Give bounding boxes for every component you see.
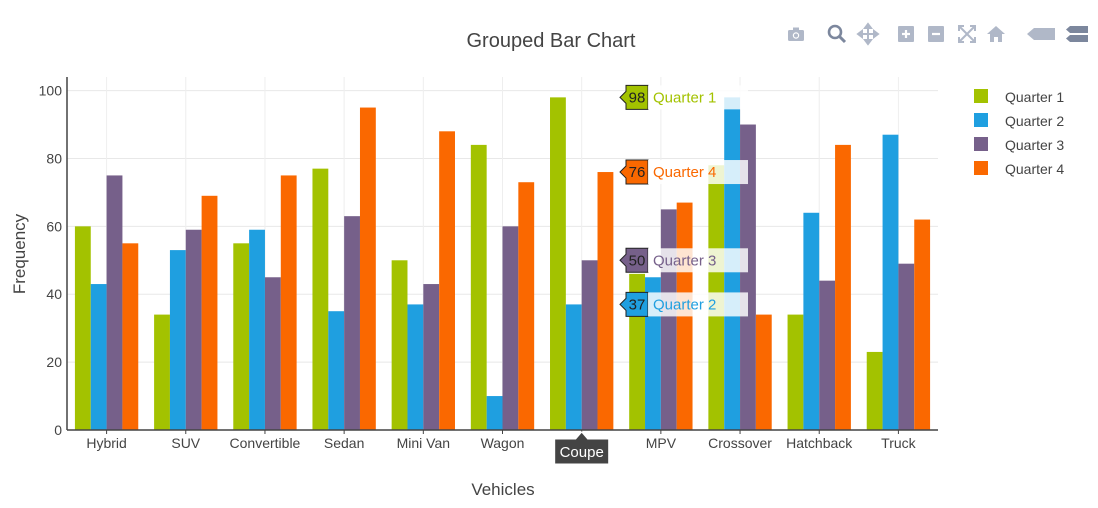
bar-hatchback-q1[interactable]	[787, 314, 804, 430]
bar-suv-q2[interactable]	[169, 250, 186, 430]
legend-label: Quarter 3	[1005, 137, 1064, 153]
x-tick-label: Convertible	[230, 435, 301, 451]
y-tick-label: 80	[46, 150, 62, 166]
bar-suv-q3[interactable]	[185, 229, 202, 430]
svg-text:Quarter 4: Quarter 4	[653, 164, 716, 181]
x-tick-label: Hatchback	[786, 435, 853, 451]
svg-text:50: 50	[629, 252, 646, 269]
bar-truck-q1[interactable]	[866, 351, 883, 430]
bar-sedan-q3[interactable]	[344, 216, 360, 430]
y-tick-label: 40	[46, 286, 62, 302]
camera-icon[interactable]	[784, 22, 808, 46]
svg-text:Quarter 3: Quarter 3	[653, 252, 716, 269]
hover-label-quarter-2: 37 Quarter 2	[619, 291, 748, 317]
legend-item-q2[interactable]: Quarter 2	[974, 113, 1064, 129]
chart-title: Grouped Bar Chart	[467, 30, 636, 52]
bar-truck-q2[interactable]	[882, 134, 899, 431]
x-tick-label: Wagon	[481, 435, 525, 451]
x-tick-label: Truck	[881, 435, 916, 451]
svg-text:Coupe: Coupe	[560, 444, 604, 461]
svg-text:98: 98	[629, 89, 646, 106]
y-tick-label: 0	[54, 422, 62, 438]
hover-category-label: Coupe	[554, 431, 610, 465]
bar-convertible-q3[interactable]	[264, 277, 281, 430]
bar-coupe-q1[interactable]	[550, 97, 566, 430]
bar-wagon-q2[interactable]	[486, 396, 503, 430]
bar-convertible-q4[interactable]	[280, 175, 297, 430]
bar-hatchback-q2[interactable]	[803, 212, 820, 430]
svg-text:Quarter 1: Quarter 1	[653, 89, 716, 106]
hover-labels: Coupe 98 Quarter 1 76 Quarter 4 50 Quarter 3 37…	[554, 84, 748, 465]
zoom-icon[interactable]	[825, 22, 849, 46]
bar-crossover-q4[interactable]	[755, 314, 772, 430]
y-tick-label: 20	[46, 354, 62, 370]
legend: Quarter 1 Quarter 2 Quarter 3 Quarter 4	[974, 89, 1064, 177]
bar-sedan-q4[interactable]	[359, 107, 376, 430]
zoom-in-icon[interactable]	[894, 22, 918, 46]
x-tick-label: Hybrid	[86, 435, 126, 451]
zoom-out-icon[interactable]	[924, 22, 948, 46]
bar-hybrid-q3[interactable]	[106, 175, 123, 430]
x-tick-label: SUV	[171, 435, 200, 451]
hover-label-quarter-4: 76 Quarter 4	[619, 159, 748, 185]
bar-hybrid-q1[interactable]	[74, 226, 91, 430]
bar-suv-q4[interactable]	[201, 195, 218, 430]
bar-mpv-q3[interactable]	[660, 209, 677, 430]
autoscale-icon[interactable]	[955, 22, 979, 46]
bar-hatchback-q4[interactable]	[835, 144, 851, 430]
y-axis-title: Frequency	[10, 213, 29, 294]
x-axis-title: Vehicles	[471, 480, 534, 499]
legend-item-q4[interactable]: Quarter 4	[974, 161, 1064, 177]
x-tick-label: Crossover	[708, 435, 772, 451]
bar-sedan-q1[interactable]	[312, 168, 329, 430]
bar-wagon-q1[interactable]	[470, 144, 487, 430]
hover-label-quarter-3: 50 Quarter 3	[619, 247, 748, 273]
hover-label-quarter-1: 98 Quarter 1	[619, 84, 748, 110]
bar-coupe-q4[interactable]	[597, 172, 614, 431]
legend-swatch	[974, 113, 988, 127]
svg-text:Quarter 2: Quarter 2	[653, 296, 716, 313]
legend-item-q3[interactable]: Quarter 3	[974, 137, 1064, 153]
legend-label: Quarter 1	[1005, 89, 1064, 105]
y-tick-label: 100	[39, 83, 63, 99]
x-tick-label: Sedan	[324, 435, 364, 451]
spike-lines-icon[interactable]	[1026, 22, 1056, 46]
legend-swatch	[974, 137, 988, 151]
y-tick-label: 60	[46, 218, 62, 234]
bar-mini-van-q4[interactable]	[439, 131, 455, 431]
bar-wagon-q4[interactable]	[518, 182, 535, 430]
home-icon[interactable]	[984, 22, 1008, 46]
bar-crossover-q3[interactable]	[740, 124, 756, 431]
bar-mini-van-q2[interactable]	[407, 304, 424, 430]
bar-truck-q4[interactable]	[914, 219, 931, 430]
bar-hybrid-q4[interactable]	[122, 243, 139, 430]
axes: 0 20 40 60 80 100 Hybrid SUV Convertible Sedan Min…	[39, 77, 938, 451]
bar-hybrid-q2[interactable]	[90, 284, 107, 430]
legend-item-q1[interactable]: Quarter 1	[974, 89, 1064, 105]
legend-swatch	[974, 89, 988, 103]
x-tick-label: MPV	[646, 435, 677, 451]
bar-convertible-q1[interactable]	[233, 243, 250, 430]
bar-coupe-q3[interactable]	[581, 260, 598, 430]
pan-icon[interactable]	[856, 22, 880, 46]
svg-text:37: 37	[629, 296, 646, 313]
bar-hatchback-q3[interactable]	[819, 280, 836, 430]
legend-label: Quarter 2	[1005, 113, 1064, 129]
legend-label: Quarter 4	[1005, 161, 1064, 177]
x-tick-label: Mini Van	[397, 435, 450, 451]
legend-swatch	[974, 161, 988, 175]
bar-convertible-q2[interactable]	[249, 229, 265, 430]
bar-wagon-q3[interactable]	[502, 226, 519, 430]
bar-suv-q1[interactable]	[154, 314, 170, 430]
svg-text:76: 76	[629, 164, 646, 181]
compare-hover-icon[interactable]	[1065, 22, 1089, 46]
bar-sedan-q2[interactable]	[328, 311, 345, 430]
bar-coupe-q2[interactable]	[565, 304, 582, 430]
bar-mini-van-q3[interactable]	[423, 284, 440, 430]
bar-mini-van-q1[interactable]	[391, 260, 408, 430]
bar-truck-q3[interactable]	[898, 263, 915, 430]
